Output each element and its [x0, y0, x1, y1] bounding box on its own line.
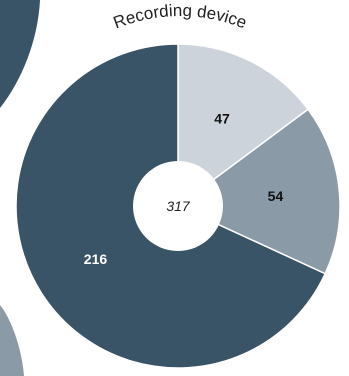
slice-labels: 47 54 216	[84, 110, 284, 266]
slice-label-47: 47	[214, 110, 230, 126]
neighbor-chart-top-left	[0, 0, 40, 108]
chart-title: Recording device	[111, 1, 249, 32]
slice-label-216: 216	[84, 251, 108, 267]
pie-slice-54	[176, 108, 341, 275]
slice-label-54: 54	[268, 188, 284, 204]
pie-slice-47	[177, 43, 310, 208]
donut-hole	[133, 161, 223, 251]
total-label: 317	[166, 198, 191, 214]
neighbor-chart-bottom-left	[0, 305, 24, 376]
